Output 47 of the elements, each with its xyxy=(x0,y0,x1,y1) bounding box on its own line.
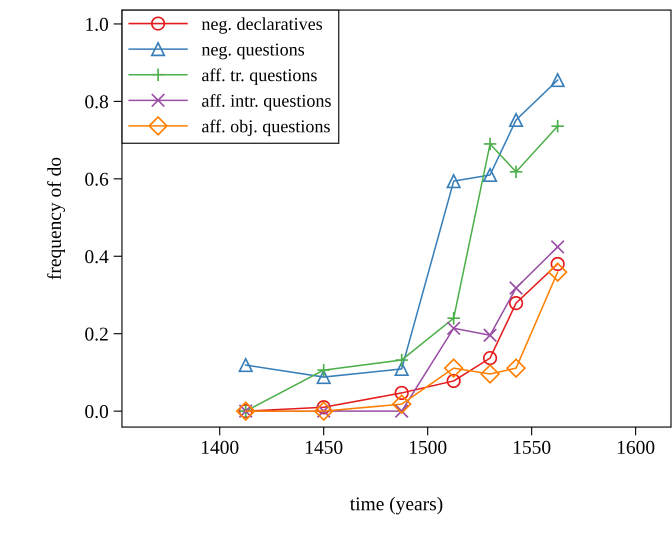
legend-label: aff. tr. questions xyxy=(202,68,317,85)
point xyxy=(316,370,331,384)
point xyxy=(508,296,524,310)
x-tick-label: 1550 xyxy=(514,440,550,454)
legend-label: neg. questions xyxy=(202,43,304,60)
y-tick-label: 0.6 xyxy=(85,172,108,186)
point xyxy=(480,364,500,384)
legend-label: aff. obj. questions xyxy=(202,120,330,136)
y-tick-label: 0.4 xyxy=(85,250,108,264)
point xyxy=(392,394,412,414)
point xyxy=(446,311,461,326)
legend-label: aff. intr. questions xyxy=(202,94,331,110)
point xyxy=(314,401,334,421)
point xyxy=(238,358,253,372)
point xyxy=(482,328,498,342)
point xyxy=(446,321,461,336)
y-tick-label: 1.0 xyxy=(86,18,108,31)
point xyxy=(482,168,498,182)
point xyxy=(550,256,565,272)
point xyxy=(508,280,524,296)
x-tick-label: 1500 xyxy=(410,440,446,454)
legend-label: neg. declaratives xyxy=(202,17,322,34)
point xyxy=(550,73,565,88)
point xyxy=(446,374,461,388)
x-axis-title: time (years) xyxy=(350,496,442,514)
y-tick-label: 0.0 xyxy=(85,404,108,418)
y-tick-label: 0.2 xyxy=(85,328,108,341)
point xyxy=(482,351,498,366)
point xyxy=(548,262,568,282)
point xyxy=(506,358,526,378)
point xyxy=(508,112,524,128)
point xyxy=(508,164,524,179)
x-tick-label: 1450 xyxy=(306,440,342,454)
x-tick-label: 1400 xyxy=(202,440,238,454)
point xyxy=(394,362,409,376)
point xyxy=(446,174,461,188)
point xyxy=(316,363,331,378)
point xyxy=(444,358,464,378)
point xyxy=(236,401,256,421)
point xyxy=(394,352,409,368)
y-tick-label: 0.8 xyxy=(85,95,108,108)
point xyxy=(550,240,565,254)
point xyxy=(394,386,409,400)
point xyxy=(550,119,565,134)
point xyxy=(482,136,498,152)
x-tick-label: 1600 xyxy=(618,440,654,454)
y-axis-title: frequency of do xyxy=(47,158,66,280)
